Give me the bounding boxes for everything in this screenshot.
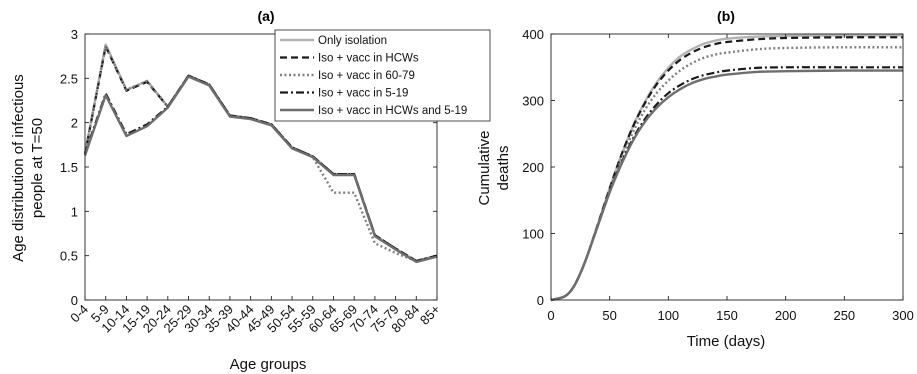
panel-a-xlabel: Age groups [230,356,307,373]
x-tick-label: 50 [602,308,616,323]
panel-b-title: (b) [717,8,735,24]
legend-label-iso-vacc-in-hcws: Iso + vacc in HCWs [318,53,419,65]
y-tick-label: 300 [522,94,544,109]
legend-label-iso-vacc-in-hcws-and-5-19: Iso + vacc in HCWs and 5-19 [318,105,467,117]
panel-b: (b) 0 100 200 300 400 0 50 100 150 200 250 300 Time… [476,8,914,350]
legend-label-only-isolation: Only isolation [318,35,387,47]
legend: Only isolation Iso + vacc in HCWs Iso + va… [274,29,491,122]
panel-b-ylabel-line-2: deaths [495,145,512,190]
x-tick-label: 150 [716,308,738,323]
series-curve-iso-vacc-in-hcws-and-5-19 [550,69,904,302]
legend-label-iso-vacc-in-60-79: Iso + vacc in 60-79 [318,70,415,82]
x-tick-label: 300 [892,308,914,323]
panel-b-ylabel: Cumulative deaths [476,130,512,205]
panel-a-title: (a) [257,8,274,24]
panel-b-xlabel: Time (days) [687,333,766,350]
series-curve-iso-vacc-in-60-79 [550,46,904,302]
x-tick-label: 0 [547,308,554,323]
y-tick-label: 1.5 [60,160,78,175]
x-tick-label: 85+ [417,302,443,328]
y-tick-label: 2 [71,116,78,131]
y-tick-label: 0 [71,293,78,308]
legend-box [274,29,491,122]
panel-a-axes: 00.511.522.530-45-910-1415-1920-2425-293… [60,27,443,336]
panel-b-plot-area [550,34,904,302]
y-tick-label: 1 [71,204,78,219]
x-tick-label: 100 [657,308,679,323]
panel-b-ylabel-line-1: Cumulative [476,130,493,205]
series-curve-iso-vacc-in-5-19 [550,66,903,302]
panel-a-ylabel-line-2: people at T=50 [29,118,46,218]
panel-a-plot-area [83,43,438,264]
y-tick-label: 2.5 [60,71,78,86]
y-tick-label: 400 [522,27,544,42]
legend-label-iso-vacc-in-5-19: Iso + vacc in 5-19 [318,88,408,100]
y-tick-label: 0.5 [60,249,78,264]
panel-a-ylabel-line-1: Age distribution of infectious [10,74,27,262]
y-tick-label: 3 [71,27,78,42]
series-line-iso-vacc-in-hcws-and-5-19 [83,75,438,264]
series-curve-iso-vacc-in-hcws [550,36,904,302]
x-tick-label: 250 [833,308,855,323]
y-tick-label: 0 [537,293,544,308]
y-tick-label: 100 [522,227,544,242]
y-tick-label: 200 [522,160,544,175]
panel-a: (a) 00.511.522.530-45-910-1415-1920-2425… [10,8,491,373]
panel-b-axes: 0 100 200 300 400 0 50 100 150 200 250 300 [522,27,914,323]
x-tick-label: 200 [775,308,797,323]
panel-a-ylabel: Age distribution of infectious people at… [10,74,46,262]
